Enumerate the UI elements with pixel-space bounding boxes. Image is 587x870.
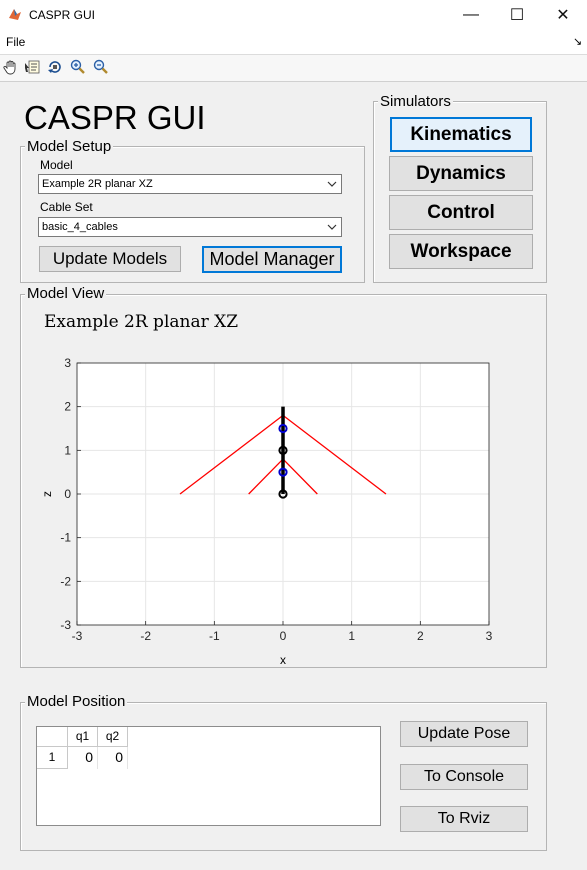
rotate-3d-icon[interactable] bbox=[46, 58, 64, 76]
column-header-q2[interactable]: q2 bbox=[98, 727, 128, 747]
q1-value-cell[interactable]: 0 bbox=[68, 747, 98, 769]
update-pose-button[interactable]: Update Pose bbox=[400, 721, 528, 747]
cable-set-value: basic_4_cables bbox=[42, 221, 118, 233]
close-button[interactable]: ✕ bbox=[556, 7, 570, 24]
simulators-label: Simulators bbox=[378, 93, 453, 110]
model-select-value: Example 2R planar XZ bbox=[42, 178, 153, 190]
model-label: Model bbox=[40, 158, 73, 172]
update-models-button[interactable]: Update Models bbox=[39, 246, 181, 272]
maximize-button[interactable]: ☐ bbox=[509, 7, 525, 24]
model-position-label: Model Position bbox=[25, 693, 128, 710]
to-console-button[interactable]: To Console bbox=[400, 764, 528, 790]
cable-set-label: Cable Set bbox=[40, 200, 93, 214]
pose-table[interactable]: q1 q2 1 0 0 bbox=[36, 726, 381, 826]
minimize-button[interactable]: — bbox=[463, 6, 479, 23]
chevron-down-icon bbox=[327, 181, 337, 187]
plot-title: Example 2R planar XZ bbox=[44, 312, 239, 332]
menu-bar bbox=[0, 30, 587, 55]
model-view-panel bbox=[20, 294, 547, 668]
control-button[interactable]: Control bbox=[389, 195, 533, 230]
model-position-panel bbox=[20, 702, 547, 851]
cable-set-select[interactable]: basic_4_cables bbox=[38, 217, 342, 237]
app-title: CASPR GUI bbox=[24, 99, 206, 136]
zoom-out-icon[interactable] bbox=[92, 58, 110, 76]
title-bar bbox=[0, 0, 587, 30]
to-rviz-button[interactable]: To Rviz bbox=[400, 806, 528, 832]
menu-file[interactable]: File bbox=[6, 35, 26, 49]
workspace-button[interactable]: Workspace bbox=[389, 234, 533, 269]
model-setup-label: Model Setup bbox=[25, 138, 114, 155]
data-cursor-icon[interactable] bbox=[23, 58, 41, 76]
model-manager-button[interactable]: Model Manager bbox=[202, 246, 342, 273]
table-corner bbox=[37, 727, 68, 747]
kinematics-button[interactable]: Kinematics bbox=[390, 117, 532, 152]
simulators-panel bbox=[373, 101, 547, 283]
model-setup-panel bbox=[20, 146, 365, 283]
model-view-label: Model View bbox=[25, 285, 107, 302]
q2-value-cell[interactable]: 0 bbox=[98, 747, 128, 769]
dynamics-button[interactable]: Dynamics bbox=[389, 156, 533, 191]
zoom-in-icon[interactable] bbox=[69, 58, 87, 76]
dock-arrow-icon[interactable]: ↘ bbox=[573, 36, 583, 48]
toolbar bbox=[0, 55, 587, 82]
model-select[interactable]: Example 2R planar XZ bbox=[38, 174, 342, 194]
window-title: CASPR GUI bbox=[29, 8, 96, 22]
pan-hand-icon[interactable] bbox=[2, 58, 20, 76]
chevron-down-icon bbox=[327, 224, 337, 230]
row-header[interactable]: 1 bbox=[37, 747, 68, 769]
column-header-q1[interactable]: q1 bbox=[68, 727, 98, 747]
matlab-app-icon bbox=[9, 9, 21, 20]
